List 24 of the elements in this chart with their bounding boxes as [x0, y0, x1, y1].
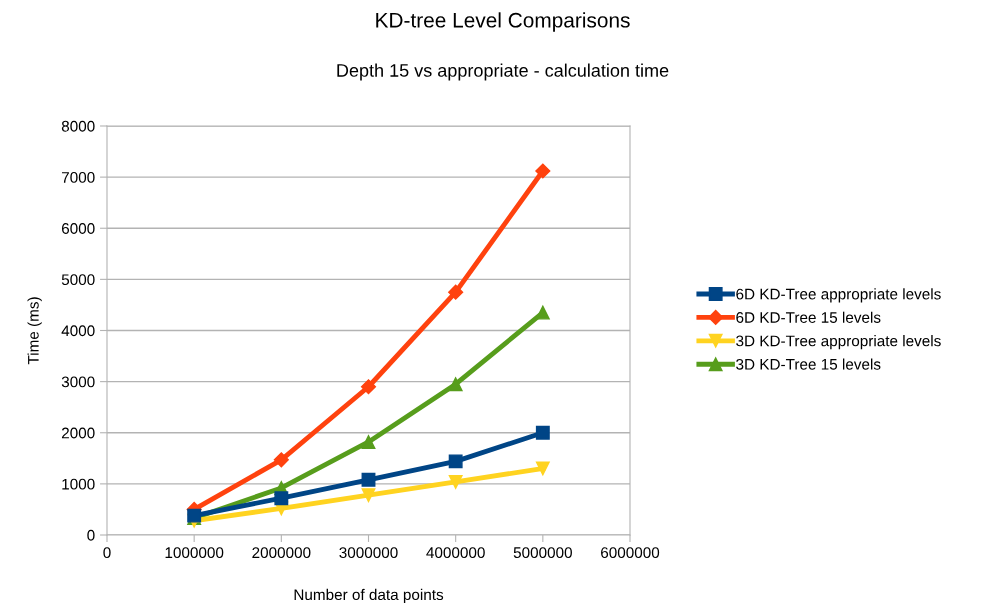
legend-label: 3D KD-Tree 15 levels	[736, 358, 881, 370]
y-tick-label: 4000	[61, 325, 95, 337]
y-tick-label: 8000	[61, 120, 95, 132]
y-tick-label: 6000	[61, 223, 95, 234]
x-tick-label: 0	[103, 547, 111, 559]
x-tick-label: 5000000	[513, 547, 572, 559]
y-axis-title: Time (ms)	[27, 297, 42, 365]
x-axis-title: Number of data points	[294, 588, 444, 604]
x-tick-label: 3000000	[339, 547, 398, 559]
y-tick-label: 0	[87, 529, 95, 541]
legend-label: 6D KD-Tree appropriate levels	[736, 288, 941, 303]
chart-title: KD-tree Level Comparisons	[376, 12, 630, 32]
chart-subtitle: Depth 15 vs appropriate - calculation time	[337, 63, 669, 81]
x-tick-label: 6000000	[601, 547, 660, 559]
y-tick-label: 2000	[61, 427, 95, 439]
y-tick-label: 1000	[62, 478, 95, 490]
y-tick-label: 3000	[61, 376, 95, 388]
y-tick-label: 5000	[61, 274, 95, 286]
legend-label: 3D KD-Tree appropriate levels	[736, 335, 941, 350]
x-tick-label: 4000000	[426, 547, 485, 559]
x-tick-label: 1000000	[165, 547, 224, 559]
x-tick-label: 2000000	[252, 547, 311, 559]
y-tick-label: 7000	[61, 171, 95, 183]
legend-label: 6D KD-Tree 15 levels	[736, 311, 881, 323]
